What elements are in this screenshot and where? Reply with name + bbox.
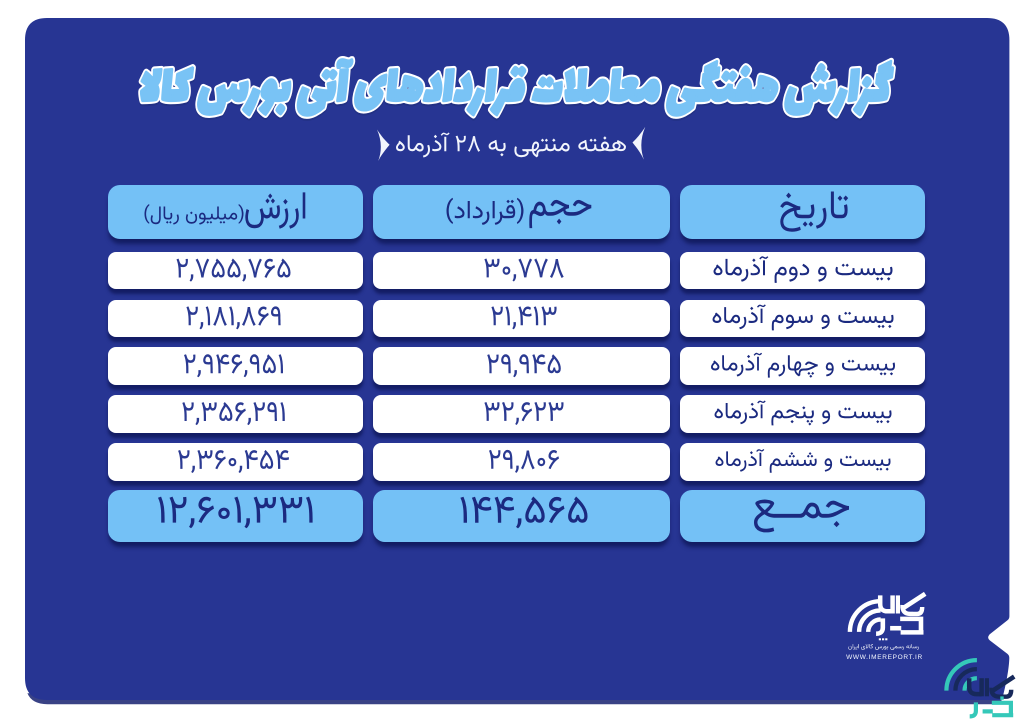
svg-text:WWW.IMEREPORT.IR: WWW.IMEREPORT.IR bbox=[846, 654, 923, 661]
